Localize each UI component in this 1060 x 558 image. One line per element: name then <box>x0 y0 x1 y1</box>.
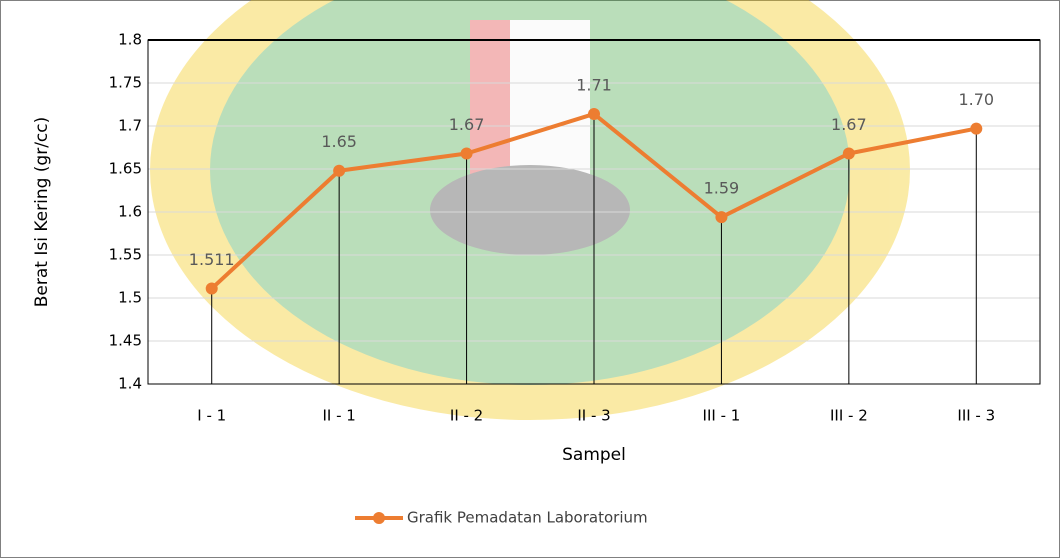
data-label: 1.71 <box>576 75 612 94</box>
x-tick-label: III - 1 <box>703 407 741 425</box>
y-tick-label: 1.55 <box>109 246 142 264</box>
watermark <box>150 0 910 420</box>
x-axis-label: Sampel <box>562 445 626 465</box>
x-tick-label: III - 3 <box>957 407 995 425</box>
x-tick-label: III - 2 <box>830 407 868 425</box>
x-tick-label: II - 2 <box>450 407 483 425</box>
plot: 1.511 1.65 1.67 1.71 1.59 1.67 1.70 <box>189 75 994 295</box>
data-label: 1.59 <box>704 179 740 198</box>
data-label: 1.70 <box>958 90 994 109</box>
point <box>460 147 473 160</box>
point <box>715 211 728 224</box>
x-tick-label: I - 1 <box>197 407 226 425</box>
y-tick-label: 1.45 <box>109 332 142 350</box>
point <box>970 122 983 135</box>
y-tick-label: 1.75 <box>109 74 142 92</box>
data-label: 1.67 <box>449 115 485 134</box>
point <box>333 164 346 177</box>
legend-label: Grafik Pemadatan Laboratorium <box>407 509 648 527</box>
data-label: 1.65 <box>321 132 357 151</box>
y-axis-label: Berat Isi Kering (gr/cc) <box>32 117 52 308</box>
y-tick-label: 1.65 <box>109 160 142 178</box>
point <box>588 107 600 120</box>
point <box>842 147 855 160</box>
y-tick-label: 1.7 <box>118 117 142 135</box>
x-tick-label: II - 3 <box>577 407 610 425</box>
data-label: 1.511 <box>189 250 235 269</box>
legend-marker <box>373 512 385 524</box>
y-tick-label: 1.6 <box>118 203 142 221</box>
y-tick-label: 1.5 <box>118 289 142 307</box>
y-tick-label: 1.4 <box>118 375 142 393</box>
drop-lines <box>211 113 977 384</box>
x-tick-label: II - 1 <box>322 407 355 425</box>
y-tick-label: 1.8 <box>118 31 142 49</box>
data-label: 1.67 <box>831 115 867 134</box>
point <box>205 282 218 295</box>
